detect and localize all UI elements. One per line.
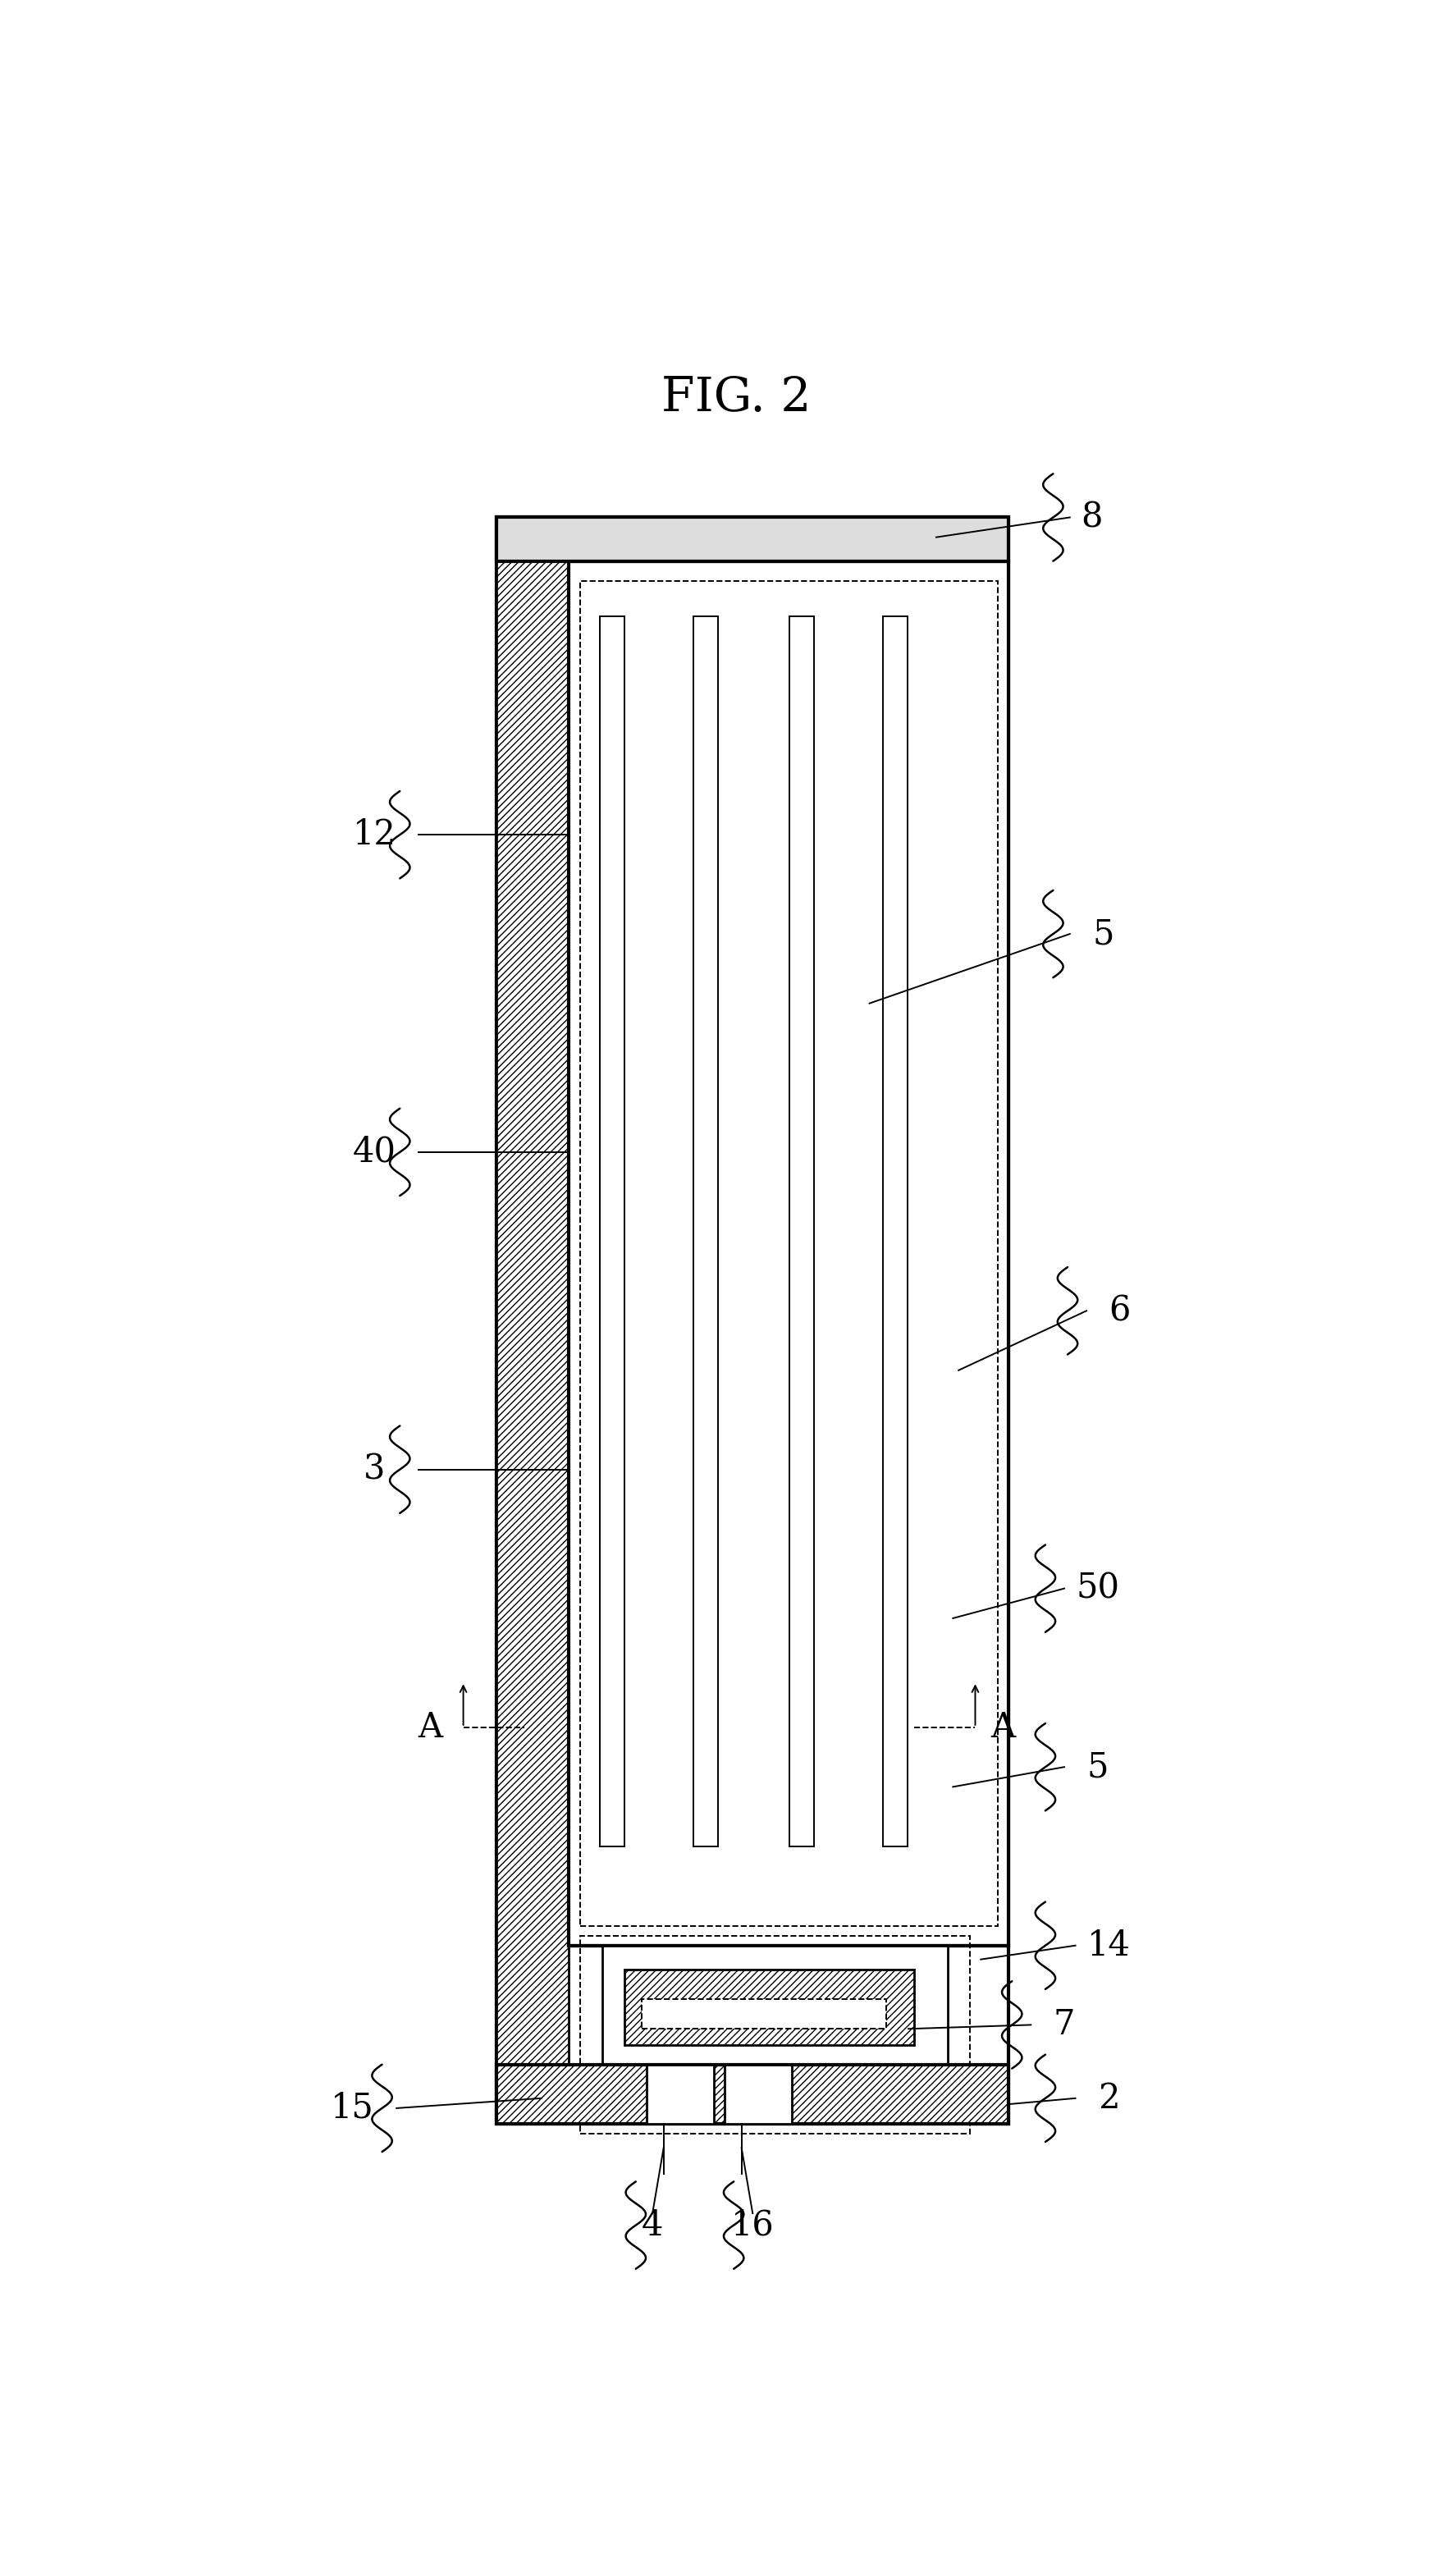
Text: 8: 8	[1081, 500, 1103, 536]
Bar	[580, 1935, 969, 2133]
Text: A: A	[418, 1710, 442, 1744]
Bar	[790, 616, 814, 1847]
Bar	[725, 2063, 791, 2125]
Bar	[497, 518, 569, 2125]
Bar	[603, 1945, 948, 2063]
Bar	[642, 1999, 886, 2030]
Bar	[497, 2063, 1008, 2125]
Text: 16: 16	[731, 2208, 774, 2244]
Bar	[694, 616, 718, 1847]
Text: 15: 15	[330, 2092, 373, 2125]
Text: 4: 4	[642, 2208, 663, 2244]
Text: 2: 2	[1099, 2081, 1120, 2115]
Text: 5: 5	[1093, 917, 1114, 951]
Bar	[646, 2063, 714, 2125]
Bar	[625, 1968, 915, 2045]
Text: 3: 3	[363, 1453, 385, 1486]
Text: 7: 7	[1054, 2007, 1076, 2043]
Bar	[600, 616, 625, 1847]
Text: FIG. 2: FIG. 2	[661, 376, 811, 422]
Text: 50: 50	[1076, 1571, 1120, 1605]
Bar	[580, 580, 998, 1927]
Bar	[883, 616, 908, 1847]
Text: 5: 5	[1087, 1749, 1109, 1785]
Bar	[569, 562, 1008, 1945]
Text: 12: 12	[352, 817, 396, 853]
Text: 40: 40	[352, 1136, 396, 1170]
Text: A: A	[991, 1710, 1015, 1744]
Text: 14: 14	[1087, 1929, 1130, 1963]
Bar	[497, 518, 1008, 562]
Bar	[497, 518, 1008, 2125]
Text: 6: 6	[1109, 1293, 1130, 1329]
